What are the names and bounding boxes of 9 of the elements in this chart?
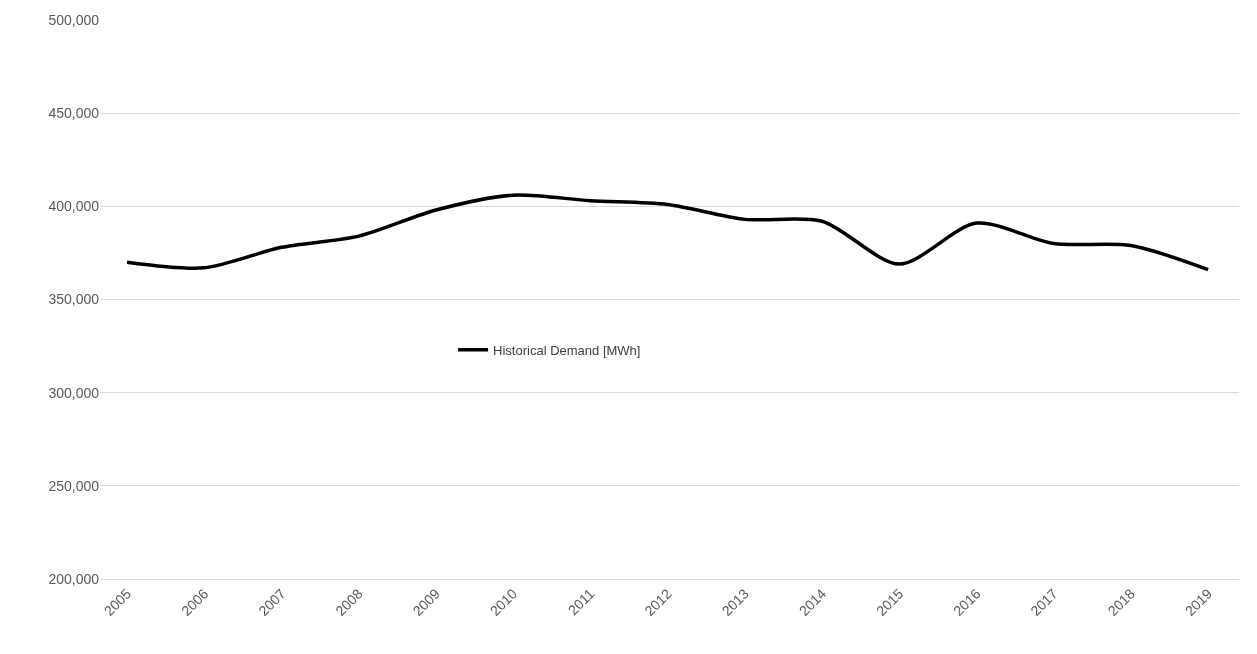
y-tick-label: 250,000	[48, 477, 100, 494]
y-tick-label: 300,000	[48, 384, 100, 401]
y-tick-label: 200,000	[48, 570, 100, 587]
y-tick-label: 450,000	[48, 105, 100, 122]
line-series	[125, 193, 1210, 272]
y-tick-label: 400,000	[48, 198, 100, 215]
legend-label: Historical Demand [MWh]	[493, 342, 641, 358]
y-tick-label: 350,000	[48, 291, 100, 308]
y-tick-label: 500,000	[48, 11, 100, 28]
